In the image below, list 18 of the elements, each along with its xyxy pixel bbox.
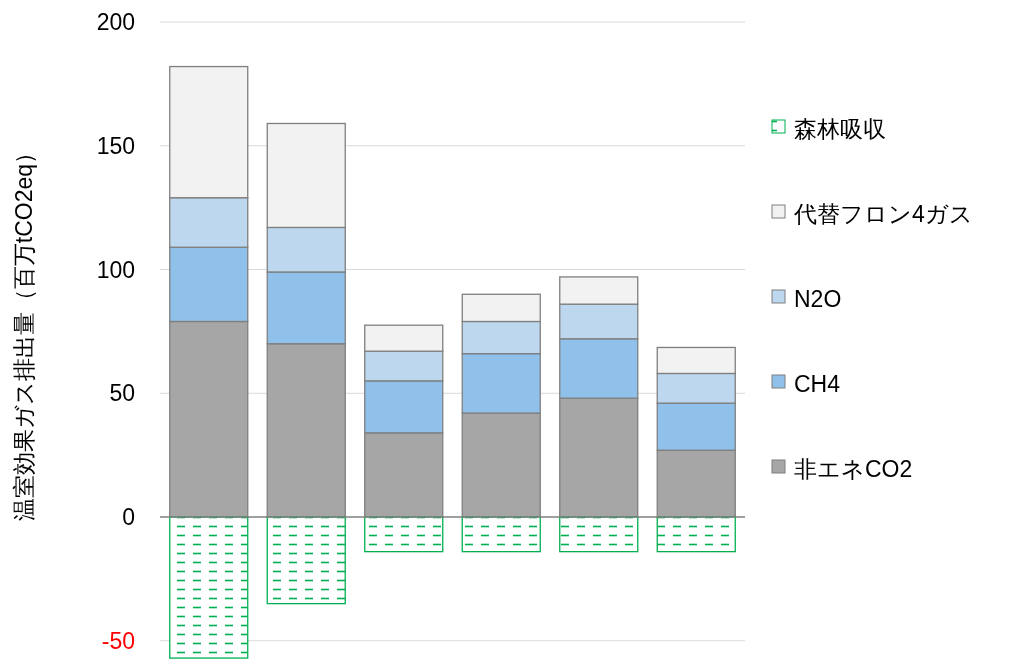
y-tick-label: 150 xyxy=(96,132,135,159)
bar xyxy=(364,516,444,553)
bar xyxy=(656,516,736,553)
legend-label: 森林吸収 xyxy=(794,116,886,142)
legend-label: CH4 xyxy=(794,371,841,397)
y-tick-label: 50 xyxy=(109,380,135,407)
legend-label: N2O xyxy=(794,286,842,312)
legend-label: 非エネCO2 xyxy=(794,456,913,482)
legend-label: 代替フロン4ガス xyxy=(793,201,973,227)
y-tick-label: 100 xyxy=(96,256,135,283)
y-tick-label: -50 xyxy=(101,627,135,654)
bar xyxy=(266,516,346,605)
y-tick-label: 0 xyxy=(122,504,135,530)
y-axis-title: 温室効果ガス排出量（百万tCO2eq） xyxy=(11,140,37,522)
y-tick-label: 200 xyxy=(96,9,135,35)
bar xyxy=(169,516,249,659)
bar xyxy=(559,516,639,553)
bar xyxy=(461,516,541,553)
